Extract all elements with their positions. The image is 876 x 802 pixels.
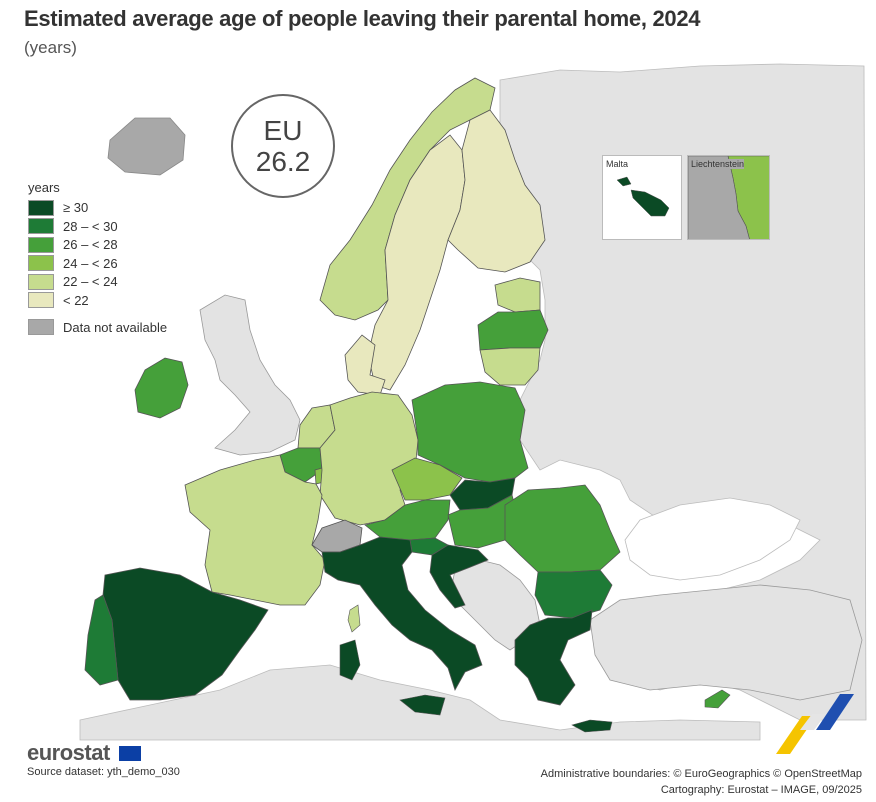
legend-item: ≥ 30 — [28, 199, 167, 216]
legend-label: ≥ 30 — [63, 200, 89, 215]
region-greece — [514, 609, 593, 706]
inset-label: Liechtenstein — [691, 159, 745, 169]
boundaries-credit: Administrative boundaries: © EuroGeograp… — [540, 768, 862, 780]
region-united-kingdom — [199, 294, 301, 456]
legend-item: 24 – < 26 — [28, 255, 167, 272]
inset-label: Malta — [606, 159, 629, 169]
legend-swatch — [28, 292, 54, 308]
legend-swatch — [28, 273, 54, 290]
legend-swatch — [28, 319, 54, 335]
eu-average-badge: EU 26.2 — [231, 94, 335, 198]
region-corsica — [347, 604, 361, 633]
legend-label: < 22 — [63, 292, 89, 308]
eu-badge-value: 26.2 — [255, 146, 311, 177]
legend-swatch — [28, 218, 54, 234]
legend-item: < 22 — [28, 292, 167, 309]
legend-swatch — [28, 199, 54, 216]
region-sicily — [399, 694, 446, 716]
region-germany — [319, 391, 419, 526]
region-czechia — [391, 457, 463, 501]
region-turkey — [589, 584, 863, 701]
cartography-credit: Cartography: Eurostat – IMAGE, 09/2025 — [660, 784, 862, 796]
region-ireland — [134, 357, 189, 419]
eu-badge-label: EU — [263, 115, 303, 146]
region-romania — [504, 484, 621, 573]
source-dataset: Source dataset: yth_demo_030 — [27, 766, 180, 778]
legend: years ≥ 30 28 – < 30 26 – < 28 24 – < 26… — [28, 180, 167, 337]
legend-label: 26 – < 28 — [63, 237, 118, 252]
region-lithuania — [479, 347, 541, 386]
sea-black — [624, 497, 801, 581]
region-sardinia — [339, 639, 361, 681]
eu-flag-icon — [119, 746, 141, 761]
legend-item: 26 – < 28 — [28, 236, 167, 253]
region-cyprus — [704, 689, 731, 709]
legend-label: 28 – < 30 — [63, 218, 118, 234]
credits: Administrative boundaries: © EuroGeograp… — [541, 766, 862, 798]
eurostat-logo: eurostat — [27, 740, 110, 765]
liechtenstein-shape — [688, 156, 769, 239]
legend-label: Data not available — [63, 319, 168, 335]
region-croatia — [429, 544, 489, 609]
image-logo-icon — [776, 694, 854, 754]
inset-liechtenstein: Liechtenstein — [687, 155, 770, 240]
legend-swatch — [28, 236, 54, 253]
region-bulgaria — [534, 569, 613, 619]
legend-swatch — [28, 255, 54, 271]
legend-item-na: Data not available — [28, 319, 167, 336]
legend-item: 28 – < 30 — [28, 218, 167, 235]
region-portugal — [84, 594, 119, 686]
region-denmark — [344, 334, 386, 396]
region-crete — [571, 719, 613, 733]
region-latvia — [477, 309, 549, 351]
page-title: Estimated average age of people leaving … — [24, 6, 701, 31]
inset-malta: Malta — [602, 155, 682, 240]
legend-title: years — [28, 180, 60, 195]
region-iceland — [107, 117, 186, 176]
legend-label: 22 – < 24 — [63, 274, 118, 289]
region-estonia — [494, 277, 541, 313]
legend-label: 24 – < 26 — [63, 255, 118, 271]
region-finland — [447, 109, 546, 273]
malta-shape — [616, 176, 670, 217]
region-poland — [411, 381, 529, 483]
region-italy — [321, 536, 483, 692]
legend-item: 22 – < 24 — [28, 273, 167, 290]
page-subtitle: (years) — [24, 38, 77, 57]
